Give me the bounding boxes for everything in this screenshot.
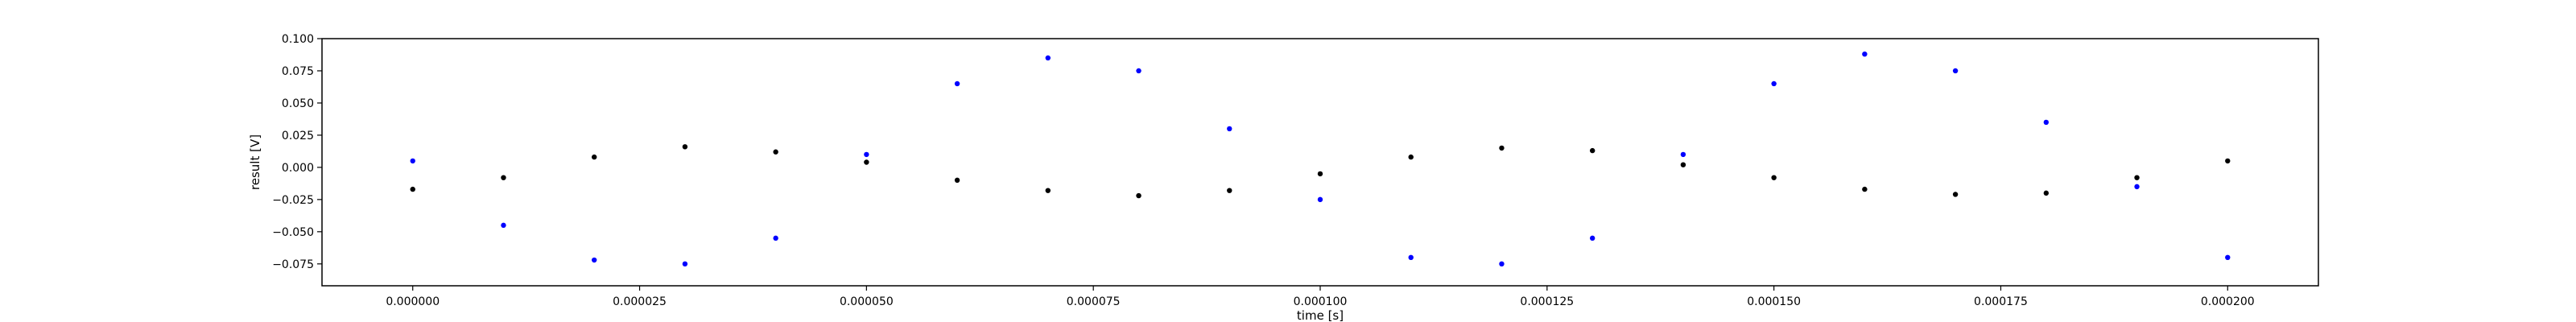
y-tick-label: 0.100	[282, 33, 314, 46]
data-point	[2225, 254, 2231, 261]
data-point	[954, 177, 960, 184]
y-tick-label: 0.025	[282, 130, 314, 142]
x-tick-label: 0.000100	[1294, 295, 1348, 308]
data-point	[954, 80, 960, 87]
data-point	[682, 261, 688, 267]
data-point	[1408, 254, 1414, 261]
data-point	[1862, 51, 1868, 57]
data-point	[864, 151, 869, 158]
data-point	[1045, 55, 1051, 61]
data-point	[2134, 184, 2140, 190]
x-axis-label: time [s]	[1297, 308, 1344, 322]
data-point	[864, 159, 869, 165]
y-tick-label: 0.050	[282, 97, 314, 110]
x-tick-label: 0.000150	[1747, 295, 1801, 308]
y-axis-label: result [V]	[248, 134, 262, 190]
data-point	[1227, 188, 1232, 193]
x-tick-label: 0.000175	[1974, 295, 2028, 308]
points-layer	[410, 51, 2231, 267]
data-point	[1136, 192, 1141, 199]
plot-frame	[321, 38, 2319, 287]
data-point	[1952, 192, 1959, 197]
data-point	[501, 222, 506, 229]
y-tick-label: −0.050	[272, 226, 314, 239]
y-tick-label: 0.000	[282, 162, 314, 175]
data-point	[1227, 126, 1232, 132]
data-point	[1589, 235, 1596, 242]
data-point	[2043, 119, 2050, 126]
data-point	[591, 154, 597, 160]
data-point	[1317, 196, 1323, 203]
data-point	[1862, 186, 1868, 192]
data-point	[1680, 162, 1686, 167]
data-point	[682, 144, 688, 150]
data-point	[1952, 68, 1959, 74]
data-point	[1680, 151, 1686, 158]
data-point	[1771, 80, 1777, 87]
data-point	[1771, 175, 1777, 180]
data-point	[1408, 154, 1414, 160]
y-tick-label: −0.075	[272, 258, 314, 271]
ticks-layer: 0.000000 0.000025 0.000050 0.000075 0.000100…	[272, 33, 2254, 308]
data-point	[1589, 147, 1596, 154]
x-tick-label: 0.000050	[840, 295, 894, 308]
y-tick-label: −0.025	[272, 194, 314, 207]
y-tick-label: 0.075	[282, 65, 314, 78]
x-tick-label: 0.000025	[613, 295, 667, 308]
data-point	[1317, 171, 1323, 177]
data-point	[591, 257, 597, 263]
data-point	[2043, 190, 2050, 196]
data-point	[501, 175, 506, 180]
data-point	[1499, 261, 1505, 267]
data-point	[1499, 145, 1505, 151]
x-tick-label: 0.000125	[1520, 295, 1574, 308]
data-point	[410, 186, 415, 192]
data-point	[773, 235, 778, 242]
data-point	[2134, 175, 2140, 180]
data-point	[2225, 158, 2231, 164]
data-point	[1136, 68, 1141, 74]
data-point	[773, 149, 778, 155]
x-tick-label: 0.000000	[386, 295, 440, 308]
series-1-points	[410, 51, 2231, 267]
data-point	[1045, 188, 1051, 193]
x-tick-label: 0.000075	[1067, 295, 1121, 308]
series-2-points	[410, 144, 2231, 199]
x-tick-label: 0.000200	[2201, 295, 2255, 308]
data-point	[410, 158, 415, 164]
